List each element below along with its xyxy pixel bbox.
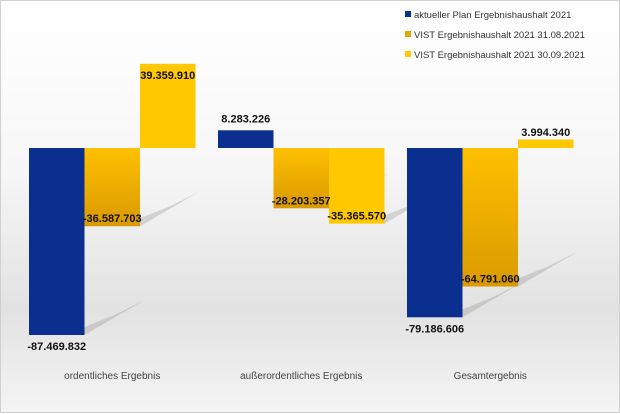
legend-swatch [405,31,411,37]
data-label: -79.186.606 [405,323,464,335]
bar-1-1 [29,148,85,335]
bar-3-2 [329,148,385,224]
bar-2-3 [462,148,518,287]
bar-3-3 [518,139,574,148]
legend-entry: aktueller Plan Ergebnishaushalt 2021 [414,10,571,21]
bar-shadow [518,251,578,287]
data-label: 3.994.340 [521,127,570,139]
legend-entry: VIST Ergebnishaushalt 2021 30.09.2021 [414,50,585,61]
bar-shadow [140,191,200,227]
data-label: -36.587.703 [83,213,142,225]
bar-shadow [84,300,145,335]
data-label: -35.365.570 [327,211,386,223]
data-label: -87.469.832 [27,341,86,353]
bar-3-1 [140,63,196,148]
legend-entry: VIST Ergebnishaushalt 2021 31.08.2021 [414,30,585,41]
bar-shadow [462,282,523,318]
category-label: Gesamtergebnis [454,371,527,382]
bar-1-3 [407,148,463,318]
data-label: -28.203.357 [272,195,331,207]
category-label: außerordentliches Ergebnis [240,371,362,382]
bar-2-1 [84,148,140,227]
data-label: 39.359.910 [140,70,195,82]
data-label: 8.283.226 [221,113,270,125]
bar-2-2 [273,148,329,209]
bar-1-2 [218,130,274,148]
legend-swatch [405,11,411,17]
legend-swatch [405,51,411,57]
category-label: ordentliches Ergebnis [64,371,160,382]
data-label: -64.791.060 [461,274,520,286]
